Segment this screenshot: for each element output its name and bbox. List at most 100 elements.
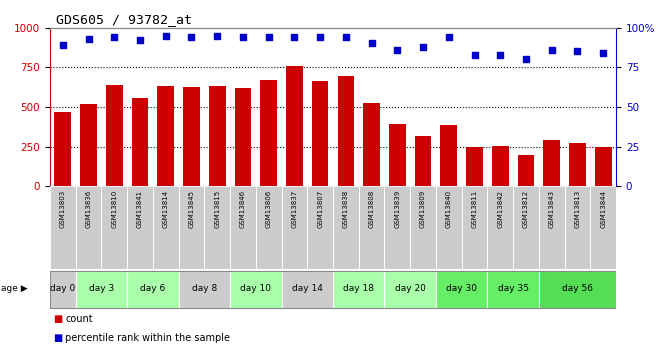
Point (135, 38, 145, 43)
Text: GSM13812: GSM13812 (523, 190, 529, 228)
Bar (569, 144, 586, 186)
Bar (492, 146, 509, 186)
Text: GSM13836: GSM13836 (85, 190, 91, 228)
Bar (466, 147, 483, 186)
Bar (363, 103, 380, 186)
Bar (286, 67, 303, 186)
Bar (312, 81, 328, 186)
Bar (209, 86, 226, 186)
Bar (50, 271, 76, 308)
Bar (389, 125, 406, 186)
Bar (488, 271, 539, 308)
Bar (76, 271, 127, 308)
Text: GSM13811: GSM13811 (472, 190, 478, 228)
Text: GSM13840: GSM13840 (446, 190, 452, 228)
Text: age ▶: age ▶ (1, 285, 28, 294)
Bar (415, 136, 432, 186)
Point (83, 36, 94, 41)
Text: GDS605 / 93782_at: GDS605 / 93782_at (55, 13, 192, 27)
Bar (384, 271, 436, 308)
Text: GSM13808: GSM13808 (368, 190, 374, 228)
Bar (539, 271, 616, 308)
Text: day 6: day 6 (141, 285, 166, 294)
Text: GSM13843: GSM13843 (549, 190, 555, 228)
Bar (106, 85, 123, 186)
Point (289, 34, 300, 40)
Bar (513, 186, 539, 269)
Text: GSM13841: GSM13841 (137, 190, 143, 228)
Text: GSM13807: GSM13807 (317, 190, 323, 228)
Bar (440, 125, 457, 186)
Bar (590, 186, 616, 269)
Bar (230, 271, 282, 308)
Point (238, 34, 248, 40)
Bar (157, 86, 174, 186)
Bar (595, 147, 611, 186)
Bar (178, 271, 230, 308)
Text: day 8: day 8 (192, 285, 217, 294)
Text: GSM13813: GSM13813 (575, 190, 581, 228)
Text: day 0: day 0 (50, 285, 75, 294)
Point (263, 34, 274, 40)
Text: ■: ■ (53, 333, 63, 343)
Text: day 18: day 18 (343, 285, 374, 294)
Bar (539, 186, 565, 269)
Bar (234, 88, 251, 186)
Point (469, 52, 480, 57)
Bar (76, 186, 101, 269)
Bar (183, 87, 200, 186)
Bar (333, 271, 384, 308)
Point (315, 34, 326, 40)
Bar (462, 186, 488, 269)
Bar (307, 186, 333, 269)
Bar (333, 186, 359, 269)
Text: day 10: day 10 (240, 285, 271, 294)
Bar (282, 271, 333, 308)
Point (186, 34, 196, 40)
Point (161, 33, 171, 38)
Point (418, 44, 428, 49)
Bar (282, 186, 307, 269)
Text: percentile rank within the sample: percentile rank within the sample (65, 333, 230, 343)
Point (521, 57, 531, 62)
Bar (543, 140, 560, 186)
Bar (178, 186, 204, 269)
Bar (55, 112, 71, 186)
Text: GSM13846: GSM13846 (240, 190, 246, 228)
Point (444, 34, 454, 40)
Bar (127, 186, 153, 269)
Bar (338, 76, 354, 186)
Point (212, 33, 222, 38)
Bar (565, 186, 590, 269)
Text: GSM13845: GSM13845 (188, 190, 194, 228)
Point (57, 42, 68, 48)
Text: GSM13844: GSM13844 (600, 190, 606, 228)
Text: GSM13838: GSM13838 (343, 190, 349, 228)
Text: day 3: day 3 (89, 285, 114, 294)
Text: GSM13809: GSM13809 (420, 190, 426, 228)
Text: GSM13803: GSM13803 (60, 190, 66, 228)
Bar (153, 186, 178, 269)
Text: GSM13814: GSM13814 (163, 190, 168, 228)
Bar (384, 186, 410, 269)
Bar (132, 98, 149, 186)
Point (392, 47, 403, 52)
Bar (101, 186, 127, 269)
Text: GSM13810: GSM13810 (111, 190, 117, 228)
Bar (517, 155, 534, 186)
Bar (436, 271, 488, 308)
Bar (359, 186, 384, 269)
Point (598, 50, 609, 56)
Point (495, 52, 505, 57)
Bar (127, 271, 178, 308)
Text: GSM13806: GSM13806 (266, 190, 272, 228)
Bar (80, 104, 97, 186)
Point (109, 34, 120, 40)
Bar (256, 186, 282, 269)
Text: GSM13839: GSM13839 (394, 190, 400, 228)
Text: GSM13837: GSM13837 (292, 190, 298, 228)
Point (340, 34, 351, 40)
Text: day 20: day 20 (395, 285, 426, 294)
Point (546, 47, 557, 52)
Bar (488, 186, 513, 269)
